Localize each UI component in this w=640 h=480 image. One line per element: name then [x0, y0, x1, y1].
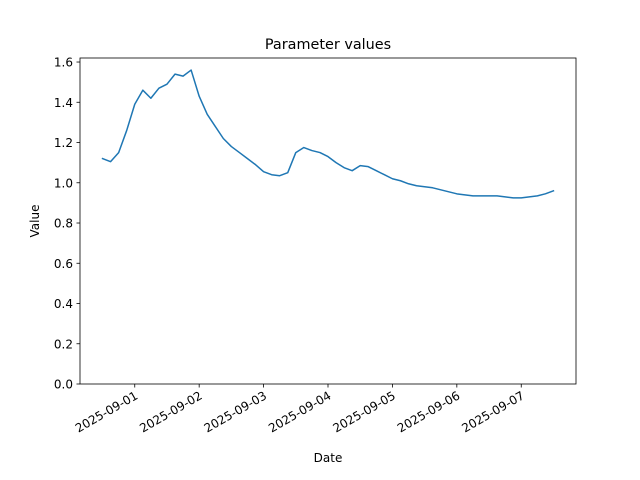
x-axis-label: Date: [314, 451, 343, 465]
y-tick-label: 0.8: [54, 217, 73, 231]
y-tick-label: 1.6: [54, 56, 73, 70]
y-axis-label: Value: [28, 205, 42, 238]
plot-frame: [79, 57, 577, 385]
y-tick-label: 1.0: [54, 176, 73, 190]
chart-title: Parameter values: [265, 37, 391, 53]
y-tick-label: 0.4: [54, 297, 73, 311]
y-tick-label: 1.4: [54, 96, 73, 110]
y-tick-label: 0.0: [54, 378, 73, 392]
y-tick-label: 1.2: [54, 136, 73, 150]
y-tick-label: 0.2: [54, 337, 73, 351]
data-line: [101, 69, 555, 199]
y-tick-label: 0.6: [54, 257, 73, 271]
